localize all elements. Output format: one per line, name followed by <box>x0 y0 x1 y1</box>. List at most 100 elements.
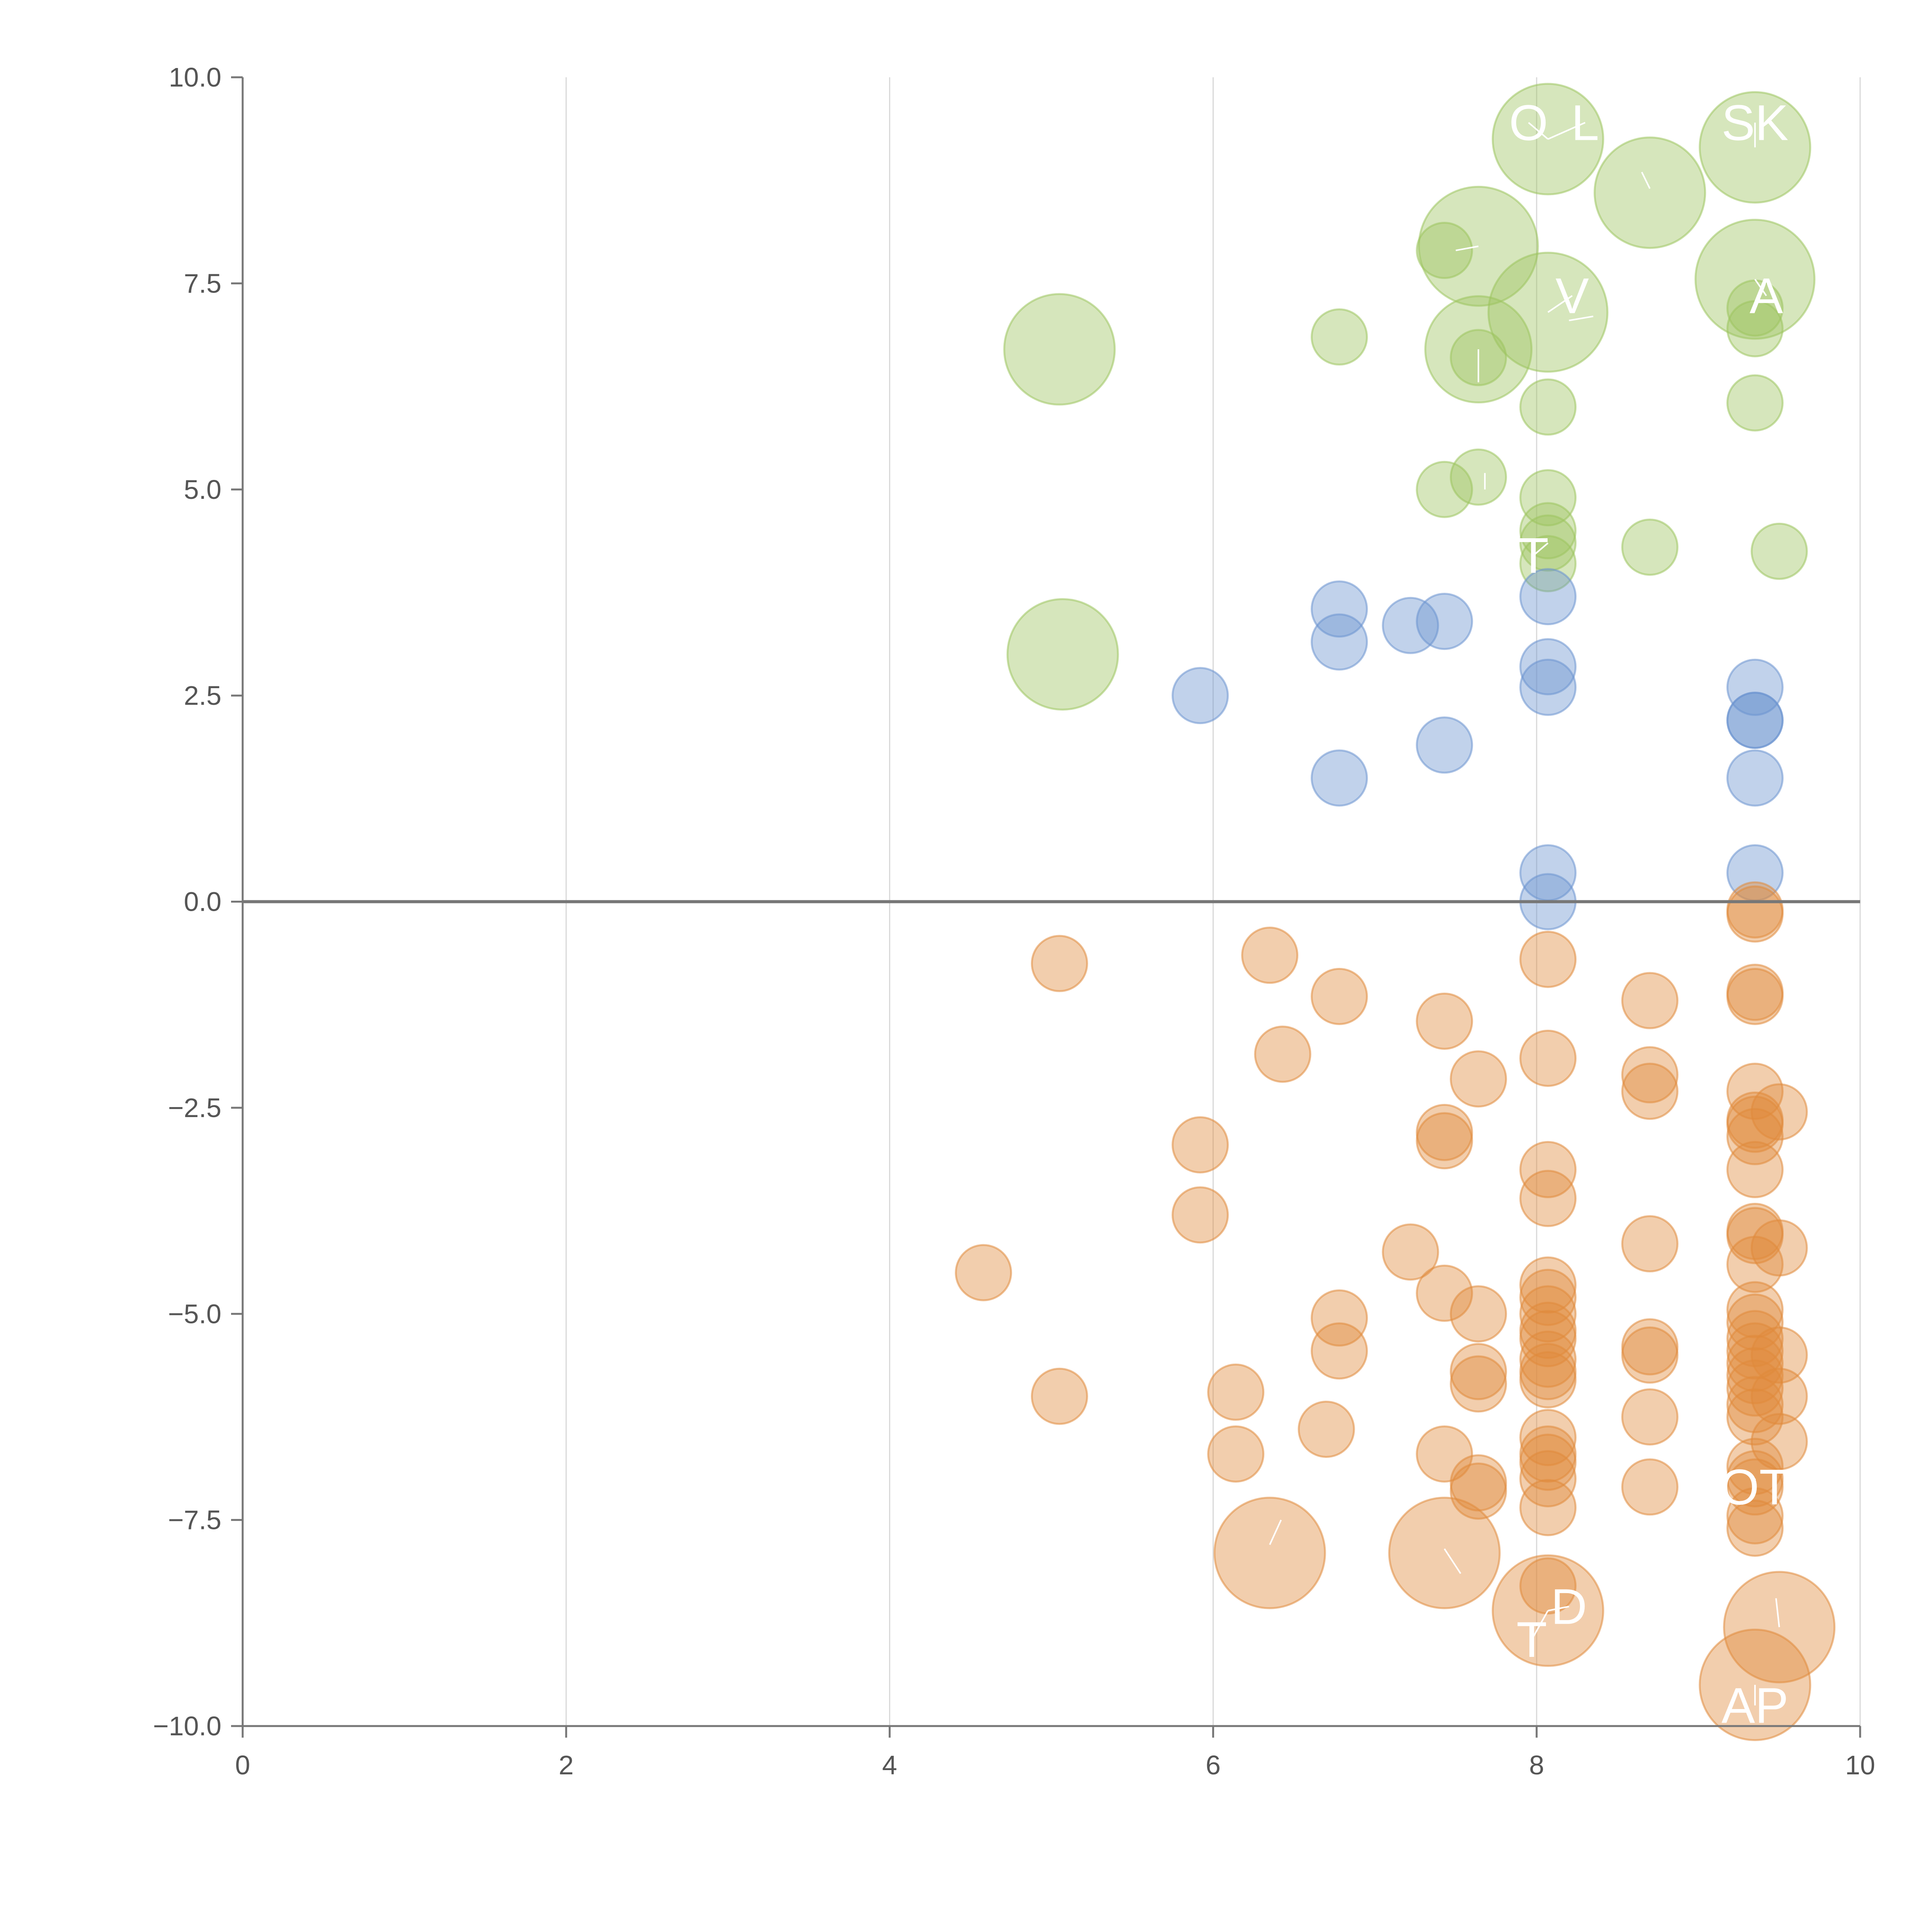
bubble-orange <box>1031 1367 1088 1425</box>
bubble-orange <box>1726 1108 1784 1165</box>
bubble-orange <box>1450 1343 1507 1400</box>
bubble-orange <box>1621 972 1679 1029</box>
bubble-blue <box>1311 580 1368 638</box>
bubble-orange <box>1726 1095 1784 1153</box>
bubble-orange <box>1207 1425 1265 1483</box>
annotation-leader-line <box>1548 1605 1569 1612</box>
bubble-orange <box>1519 1557 1577 1615</box>
bubble-orange <box>1519 1269 1577 1326</box>
annotation-leader-line <box>1456 245 1479 252</box>
bubble-orange <box>1750 1326 1808 1384</box>
bubble-orange <box>1750 1367 1808 1425</box>
bubble-orange <box>1298 1400 1355 1458</box>
bubble-green <box>1006 598 1119 711</box>
bubble-annotation-label: L <box>1571 94 1599 151</box>
bubble-orange <box>1726 1388 1784 1446</box>
bubble-green <box>1621 519 1679 576</box>
y-tick-label: −2.5 <box>168 1093 221 1123</box>
bubble-orange <box>1416 1425 1473 1483</box>
bubble-green <box>1519 535 1577 592</box>
bubble-orange <box>1416 1104 1473 1161</box>
bubble-orange <box>955 1244 1012 1301</box>
bubble-annotation-label: OT <box>1720 1459 1790 1515</box>
bubble-orange <box>1621 1326 1679 1384</box>
bubble-blue <box>1172 667 1229 724</box>
y-tick-label: −7.5 <box>168 1505 221 1535</box>
y-tick-label: 10.0 <box>169 62 221 92</box>
bubble-annotation-label: T <box>1518 527 1549 583</box>
annotation-leader-line <box>1444 1548 1461 1574</box>
bubble-green <box>1519 502 1577 560</box>
bubble-orange <box>1726 1141 1784 1198</box>
bubble-orange <box>1519 1170 1577 1227</box>
bubble-orange <box>1519 1141 1577 1198</box>
x-tick-label: 0 <box>235 1750 250 1780</box>
y-tick-label: −10.0 <box>153 1711 221 1741</box>
bubble-orange <box>1450 1462 1507 1520</box>
bubble-orange <box>1519 1479 1577 1536</box>
annotation-leader-line <box>1775 1598 1780 1628</box>
bubble-orange <box>1726 1293 1784 1351</box>
bubble-green <box>1726 300 1784 357</box>
annotation-leader-line <box>1569 315 1594 321</box>
annotation-leader-line <box>1548 122 1586 140</box>
bubble-annotation-label: D <box>1551 1578 1587 1635</box>
bubble-orange <box>1172 1116 1229 1173</box>
bubble-orange <box>1031 935 1088 992</box>
bubble-green <box>1594 136 1706 249</box>
bubble-orange <box>1726 1437 1784 1495</box>
bubble-orange <box>1416 992 1473 1050</box>
annotation-leader-line <box>1641 172 1651 189</box>
bubble-orange <box>1519 1256 1577 1314</box>
bubble-orange <box>1311 1289 1368 1347</box>
x-tick-label: 4 <box>882 1750 897 1780</box>
y-tick-label: 2.5 <box>184 680 221 711</box>
y-tick-label: 7.5 <box>184 268 221 298</box>
x-tick-label: 8 <box>1529 1750 1544 1780</box>
y-tick-label: 0.0 <box>184 887 221 917</box>
bubble-orange <box>1311 1322 1368 1380</box>
bubble-green <box>1519 469 1577 527</box>
bubble-orange <box>1382 1223 1439 1281</box>
x-tick-label: 2 <box>559 1750 574 1780</box>
bubble-orange <box>1519 1351 1577 1408</box>
bubble-blue <box>1311 613 1368 671</box>
bubble-orange <box>1519 1285 1577 1343</box>
bubble-orange <box>1416 1112 1473 1170</box>
annotation-leader-line <box>1531 1610 1549 1640</box>
bubble-orange <box>1519 1343 1577 1400</box>
axis-layer: 10.0 7.5 5.0 2.5 0.0 −2.5 −5.0 −7.5 −10.0 0 2 4 6 8 10 <box>153 62 1875 1780</box>
bubble-blue <box>1416 593 1473 650</box>
bubble-orange <box>1450 1050 1507 1108</box>
bubble-orange <box>1311 968 1368 1025</box>
annotation-leader-line <box>1754 279 1767 296</box>
bubble-orange <box>1450 1285 1507 1343</box>
bubble-blue <box>1726 658 1784 716</box>
bubble-annotation-label: SK <box>1721 94 1788 151</box>
bubble-orange <box>1254 1026 1311 1083</box>
bubble-orange <box>1388 1497 1501 1609</box>
bubble-orange <box>1726 968 1784 1025</box>
bubble-orange <box>1726 1063 1784 1120</box>
bubble-orange <box>1519 1301 1577 1359</box>
bubble-orange <box>1519 1310 1577 1367</box>
annotation-leader-line <box>1547 295 1573 313</box>
bubble-orange <box>1241 927 1299 984</box>
bubble-green <box>1750 522 1808 580</box>
bubble-orange <box>1207 1363 1265 1421</box>
bubble-annotation-label: V <box>1556 267 1589 324</box>
bubble-green <box>1416 222 1473 279</box>
bubble-green <box>1311 308 1368 366</box>
bubble-green <box>1726 374 1784 432</box>
bubble-green <box>1416 461 1473 518</box>
bubble-orange <box>1726 1359 1784 1417</box>
bubble-orange <box>1726 1376 1784 1433</box>
bubble-green <box>1003 293 1116 406</box>
bubble-orange <box>1726 1499 1784 1557</box>
bubble-orange <box>1726 885 1784 943</box>
bubble-orange <box>1621 1458 1679 1516</box>
bubble-blue <box>1519 638 1577 696</box>
bubble-orange <box>1621 1063 1679 1120</box>
bubble-orange <box>1519 1330 1577 1388</box>
